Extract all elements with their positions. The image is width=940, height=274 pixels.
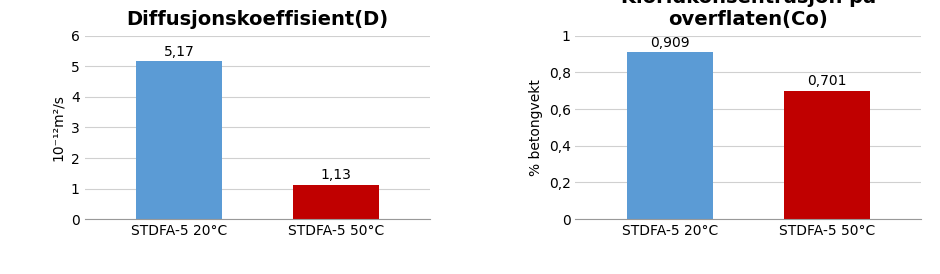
Title: Kloridkonsentrasjon på
overflaten(Co): Kloridkonsentrasjon på overflaten(Co) xyxy=(620,0,876,28)
Text: 1,13: 1,13 xyxy=(321,168,352,182)
Bar xyxy=(627,52,713,219)
Y-axis label: 10⁻¹²m²/s: 10⁻¹²m²/s xyxy=(52,94,65,161)
Title: Diffusjonskoeffisient(D): Diffusjonskoeffisient(D) xyxy=(126,10,388,28)
Bar xyxy=(135,61,222,219)
Bar xyxy=(292,185,379,219)
Text: 0,909: 0,909 xyxy=(650,36,690,50)
Bar xyxy=(784,90,870,219)
Y-axis label: % betongvekt: % betongvekt xyxy=(529,79,543,176)
Text: 0,701: 0,701 xyxy=(807,74,847,88)
Text: 5,17: 5,17 xyxy=(164,45,195,59)
